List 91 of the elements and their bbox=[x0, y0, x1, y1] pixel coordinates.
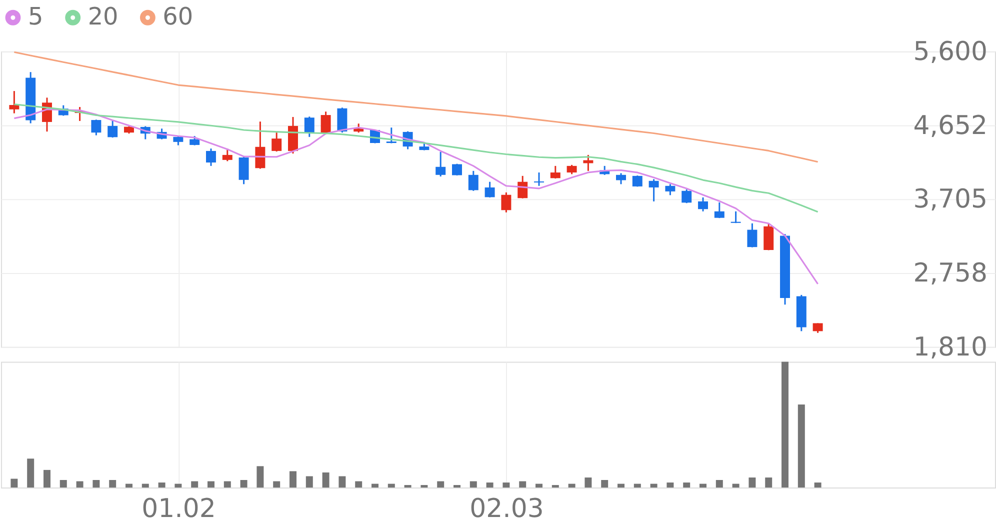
bar bbox=[470, 481, 477, 488]
bar bbox=[486, 482, 494, 488]
bar bbox=[634, 484, 641, 488]
bar bbox=[552, 485, 559, 488]
bar bbox=[601, 480, 608, 488]
bar bbox=[126, 484, 132, 488]
bar bbox=[256, 466, 264, 488]
bar bbox=[388, 484, 395, 488]
x-tick-label: 01.02 bbox=[142, 494, 216, 519]
bar bbox=[798, 404, 805, 488]
bar bbox=[43, 470, 50, 488]
candlestick bbox=[337, 106, 348, 134]
candlestick bbox=[648, 178, 659, 202]
bar bbox=[306, 476, 313, 488]
bar bbox=[372, 484, 378, 488]
candlestick bbox=[91, 118, 102, 136]
candlestick bbox=[812, 322, 823, 334]
bar bbox=[814, 482, 822, 488]
bar bbox=[454, 485, 460, 488]
bar bbox=[355, 481, 362, 488]
candlestick bbox=[255, 120, 266, 170]
candlestick bbox=[190, 135, 200, 146]
candlestick bbox=[272, 132, 282, 152]
candlestick bbox=[665, 183, 676, 196]
y-tick-label: 3,705 bbox=[913, 184, 988, 215]
y-tick-label: 4,652 bbox=[913, 110, 988, 141]
bar bbox=[666, 482, 674, 488]
candlestick bbox=[484, 181, 495, 198]
y-tick-label: 1,810 bbox=[913, 332, 988, 362]
legend-label: 5 bbox=[28, 2, 44, 31]
bar bbox=[27, 458, 34, 488]
bar bbox=[700, 484, 706, 488]
bar bbox=[109, 480, 116, 488]
bar bbox=[76, 481, 84, 488]
y-tick-label: 5,600 bbox=[913, 36, 988, 67]
candlestick bbox=[616, 172, 626, 185]
bar bbox=[732, 484, 740, 488]
bar bbox=[502, 482, 510, 488]
legend-label: 60 bbox=[162, 2, 194, 31]
bar bbox=[240, 480, 248, 488]
bar bbox=[650, 484, 658, 488]
candlestick bbox=[108, 120, 118, 138]
bar bbox=[10, 478, 18, 488]
bar bbox=[420, 485, 428, 488]
bar bbox=[519, 481, 526, 488]
bar bbox=[765, 477, 772, 488]
bar bbox=[191, 481, 198, 488]
candlestick bbox=[9, 90, 20, 114]
candlestick bbox=[583, 154, 594, 172]
candlestick bbox=[436, 151, 446, 178]
bar bbox=[290, 471, 296, 488]
bar bbox=[208, 481, 214, 488]
bar bbox=[618, 484, 624, 488]
y-tick-label: 2,758 bbox=[913, 258, 988, 288]
bar bbox=[338, 476, 346, 488]
candlestick bbox=[714, 202, 724, 219]
bar bbox=[584, 477, 592, 488]
candlestick bbox=[698, 196, 708, 212]
bar bbox=[174, 484, 182, 488]
candlestick bbox=[534, 172, 544, 187]
candlestick bbox=[206, 148, 216, 167]
candlestick bbox=[566, 164, 577, 175]
bar bbox=[683, 482, 690, 488]
candlestick bbox=[501, 192, 512, 214]
candlestick bbox=[730, 210, 741, 224]
bar bbox=[322, 472, 330, 488]
bar bbox=[404, 485, 412, 488]
bar bbox=[60, 480, 67, 488]
candlestick bbox=[386, 126, 396, 144]
candlestick bbox=[682, 188, 692, 204]
candlestick bbox=[764, 222, 774, 251]
bar bbox=[748, 477, 756, 488]
bar bbox=[716, 480, 723, 488]
bar bbox=[437, 481, 444, 488]
candlestick bbox=[550, 165, 560, 180]
bar bbox=[273, 481, 280, 488]
candlestick bbox=[222, 148, 232, 162]
bar bbox=[568, 484, 576, 488]
candlestick bbox=[468, 170, 478, 192]
legend-label: 20 bbox=[88, 2, 118, 31]
bar bbox=[158, 482, 166, 488]
x-tick-label: 02.03 bbox=[470, 494, 544, 519]
bar bbox=[92, 480, 100, 488]
candlestick bbox=[238, 155, 249, 185]
candlestick bbox=[304, 116, 314, 138]
candlestick bbox=[747, 222, 758, 248]
bar bbox=[536, 484, 542, 488]
bar bbox=[224, 481, 231, 488]
bar bbox=[142, 484, 149, 488]
line-series bbox=[13, 51, 819, 163]
bar bbox=[782, 362, 788, 488]
